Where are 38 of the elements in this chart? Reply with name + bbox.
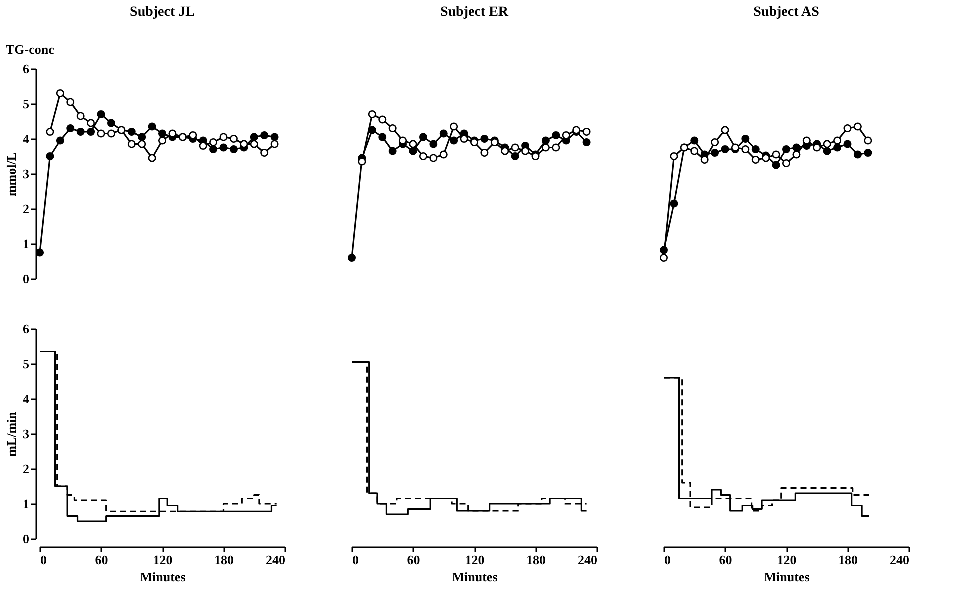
- y-axis-title: mL/min: [4, 411, 19, 457]
- x-tick-label: 0: [664, 552, 671, 568]
- x-tick-label: 120: [777, 552, 797, 568]
- x-tick-label: 240: [890, 552, 910, 568]
- x-tick-label: 60: [407, 552, 420, 568]
- y-axis-title: mmol/L: [4, 152, 19, 197]
- y-tick-label: 3: [23, 426, 30, 442]
- y-tick-label: 0: [23, 272, 30, 286]
- x-tick-label: 0: [40, 552, 47, 568]
- y-tick-label: 3: [23, 166, 30, 182]
- x-tick-label: 180: [214, 552, 234, 568]
- y-tick-label: 6: [23, 322, 30, 336]
- x-tick-label: 60: [95, 552, 108, 568]
- x-tick-label: 240: [266, 552, 286, 568]
- x-axis-title: Minutes: [452, 570, 498, 584]
- y-tick-label: 5: [23, 356, 30, 372]
- y-tick-label: 6: [23, 62, 30, 76]
- y-tick-label: 2: [23, 202, 30, 216]
- x-tick-label: 180: [526, 552, 546, 568]
- x-tick-label: 180: [838, 552, 858, 568]
- y-tick-label: 1: [23, 496, 30, 512]
- x-axis-title: Minutes: [140, 570, 186, 584]
- text: TG-conc: [6, 42, 55, 57]
- x-tick-label: 240: [578, 552, 598, 568]
- chart-title: Subject JL: [130, 5, 195, 20]
- chart-title: Subject ER: [440, 5, 510, 20]
- chart-title: Subject AS: [754, 5, 820, 20]
- x-tick-label: 120: [153, 552, 173, 568]
- y-tick-label: 4: [23, 132, 30, 146]
- x-tick-label: 60: [719, 552, 732, 568]
- x-tick-label: 0: [352, 552, 359, 568]
- x-axis-title: Minutes: [764, 570, 810, 584]
- y-tick-label: 0: [23, 532, 30, 546]
- y-tick-label: 5: [23, 96, 30, 112]
- x-tick-label: 120: [465, 552, 485, 568]
- y-tick-label: 4: [23, 392, 30, 406]
- y-tick-label: 2: [23, 462, 30, 476]
- y-tick-label: 1: [23, 236, 30, 252]
